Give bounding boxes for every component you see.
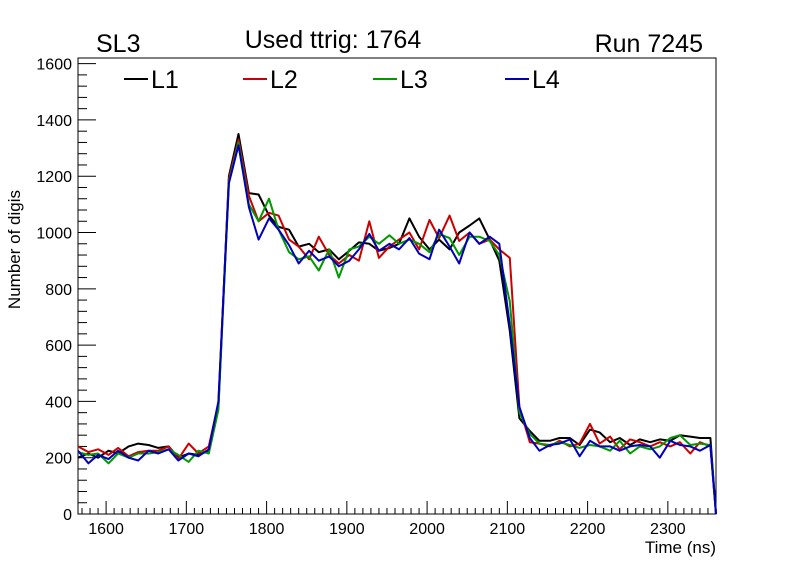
y-tick-label: 1200 — [36, 169, 72, 186]
x-tick-label: 2000 — [409, 521, 445, 538]
legend-label-l3: L3 — [400, 66, 428, 94]
x-tick-label: 1800 — [249, 521, 285, 538]
x-tick-label: 1900 — [329, 521, 365, 538]
chart-subtitle-right: Run 7245 — [595, 30, 703, 58]
chart-subtitle-left: SL3 — [96, 30, 140, 58]
y-tick-label: 800 — [45, 282, 72, 299]
series-layer — [77, 133, 717, 515]
plot-frame — [77, 57, 717, 515]
x-tick-label: 1600 — [88, 521, 124, 538]
x-tick-label: 2100 — [490, 521, 526, 538]
chart-title: Used ttrig: 1764 — [245, 26, 422, 54]
legend: L1 L2 L3 L4 — [124, 66, 560, 94]
y-tick-label: 1600 — [36, 57, 72, 74]
y-tick-label: 600 — [45, 338, 72, 355]
x-tick-label: 1700 — [169, 521, 205, 538]
y-tick-label: 200 — [45, 451, 72, 468]
legend-label-l4: L4 — [532, 66, 560, 94]
series-line-l4 — [77, 144, 717, 515]
y-tick-label: 1000 — [36, 226, 72, 243]
x-tick-label: 2200 — [570, 521, 606, 538]
y-tick-label: 400 — [45, 394, 72, 411]
x-tick-label: 2300 — [650, 521, 686, 538]
y-axis-label: Number of digis — [5, 190, 24, 309]
y-tick-label: 0 — [63, 507, 72, 524]
y-tick-label: 1400 — [36, 113, 72, 130]
axes: 1600 1700 1800 1900 2000 2100 2200 2300 0 200 400 6… — [36, 57, 717, 538]
series-line-l2 — [77, 138, 717, 515]
legend-label-l1: L1 — [151, 66, 179, 94]
x-axis-label: Time (ns) — [645, 538, 716, 557]
legend-label-l2: L2 — [270, 66, 298, 94]
